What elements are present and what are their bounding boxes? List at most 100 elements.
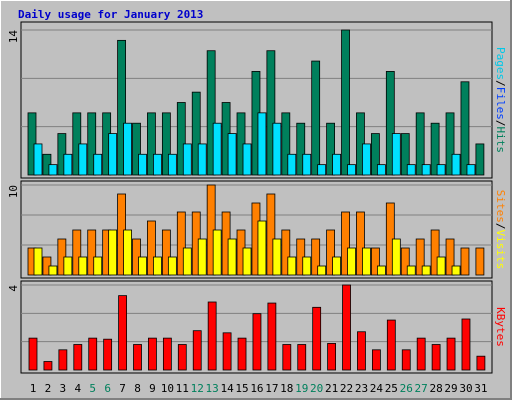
bar (266, 193, 276, 276)
bar (266, 50, 276, 176)
bar (475, 143, 485, 176)
legend: KBytes (494, 307, 507, 347)
bar (281, 112, 291, 176)
bar (132, 122, 141, 176)
x-tick-label: 12 (191, 382, 204, 395)
bar (362, 143, 371, 176)
bar (63, 256, 73, 276)
bar (281, 229, 291, 276)
x-tick-label: 10 (161, 382, 174, 395)
bar (312, 306, 322, 371)
legend: Pages/Files/Hits (494, 47, 507, 153)
bar (297, 344, 307, 371)
bar (167, 153, 177, 176)
bar (296, 122, 306, 176)
bar (406, 164, 416, 176)
x-tick-label: 4 (74, 382, 81, 395)
x-tick-label: 31 (474, 382, 487, 395)
bar (242, 247, 252, 276)
bar (207, 301, 217, 371)
bar (176, 211, 186, 276)
bar (48, 164, 58, 176)
x-tick-label: 7 (119, 382, 126, 395)
legend-entry: Files (494, 87, 507, 120)
legend: Sites/Visits (494, 190, 507, 270)
bar (445, 238, 455, 276)
x-tick-label: 14 (220, 382, 234, 395)
x-tick-label: 27 (415, 382, 428, 395)
legend-separator: / (494, 223, 507, 230)
bar (451, 153, 461, 176)
x-tick-label: 25 (385, 382, 398, 395)
bar (391, 133, 401, 176)
bar (272, 238, 282, 276)
bar (476, 355, 486, 371)
x-tick-label: 20 (310, 382, 323, 395)
bar (341, 211, 350, 276)
bar (162, 337, 172, 371)
bar (161, 229, 171, 276)
bar (391, 238, 401, 276)
bar (257, 112, 267, 176)
bar (400, 247, 410, 276)
bar (446, 337, 456, 371)
bar (267, 302, 277, 371)
bar (28, 337, 38, 371)
bar (103, 338, 113, 371)
legend-separator: / (494, 80, 507, 87)
bar (460, 81, 470, 176)
x-tick-label: 29 (444, 382, 457, 395)
x-tick-label: 23 (355, 382, 368, 395)
bar (451, 265, 461, 276)
bar (153, 256, 162, 276)
bar (161, 112, 171, 176)
bar (401, 349, 411, 371)
bar (118, 295, 127, 371)
x-tick-label: 16 (250, 382, 263, 395)
bar (311, 238, 321, 276)
x-tick-label: 28 (429, 382, 442, 395)
bar (430, 229, 440, 276)
bar (72, 229, 82, 276)
bar (400, 133, 410, 176)
bar (356, 211, 365, 276)
bar (176, 102, 186, 176)
legend-entry: Visits (494, 230, 507, 270)
y-tick-label: 4 (7, 285, 20, 292)
x-tick-label: 15 (235, 382, 248, 395)
bar (123, 229, 132, 276)
bar (182, 143, 192, 176)
x-tick-label: 26 (400, 382, 413, 395)
x-tick-label: 17 (265, 382, 278, 395)
bar (242, 143, 252, 176)
x-tick-label: 13 (206, 382, 219, 395)
bar (341, 29, 350, 176)
bar (357, 331, 366, 371)
bar (133, 344, 142, 371)
x-tick-label: 18 (280, 382, 293, 395)
bar (87, 112, 97, 176)
bar (227, 133, 237, 176)
bar (153, 153, 162, 176)
bar (436, 256, 446, 276)
bar (466, 164, 476, 176)
x-tick-label: 6 (104, 382, 111, 395)
bar (78, 256, 88, 276)
bar (287, 256, 297, 276)
bar (287, 153, 297, 176)
bar (206, 50, 216, 176)
bar (347, 164, 356, 176)
x-tick-label: 3 (60, 382, 67, 395)
legend-entry: KBytes (494, 307, 507, 347)
bar (78, 143, 88, 176)
bar (326, 122, 336, 176)
bar (212, 122, 222, 176)
bar (191, 91, 201, 176)
bar (108, 133, 118, 176)
x-tick-label: 19 (295, 382, 308, 395)
bar (445, 112, 455, 176)
bar (93, 153, 103, 176)
bar (416, 337, 426, 371)
y-tick-label: 14 (7, 30, 20, 44)
